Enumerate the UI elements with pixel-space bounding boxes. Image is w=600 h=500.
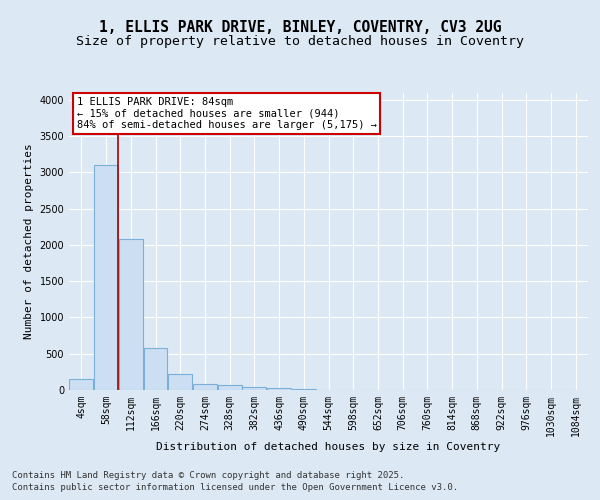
Y-axis label: Number of detached properties: Number of detached properties (24, 144, 34, 339)
Bar (119, 240, 143, 390)
Bar (218, 386, 242, 390)
Text: Size of property relative to detached houses in Coventry: Size of property relative to detached ho… (76, 36, 524, 49)
Text: Contains public sector information licensed under the Open Government Licence v3: Contains public sector information licen… (12, 483, 458, 492)
Bar (70, 379, 94, 390)
X-axis label: Distribution of detached houses by size in Coventry: Distribution of detached houses by size … (157, 442, 500, 452)
Bar (94, 165, 118, 390)
Bar (193, 384, 217, 390)
Bar (143, 348, 167, 390)
Text: Contains HM Land Registry data © Crown copyright and database right 2025.: Contains HM Land Registry data © Crown c… (12, 472, 404, 480)
Bar (267, 388, 291, 390)
Bar (242, 387, 266, 390)
Bar (292, 388, 316, 390)
Text: 1 ELLIS PARK DRIVE: 84sqm
← 15% of detached houses are smaller (944)
84% of semi: 1 ELLIS PARK DRIVE: 84sqm ← 15% of detac… (77, 97, 377, 130)
Text: 1, ELLIS PARK DRIVE, BINLEY, COVENTRY, CV3 2UG: 1, ELLIS PARK DRIVE, BINLEY, COVENTRY, C… (99, 20, 501, 35)
Bar (168, 374, 192, 390)
